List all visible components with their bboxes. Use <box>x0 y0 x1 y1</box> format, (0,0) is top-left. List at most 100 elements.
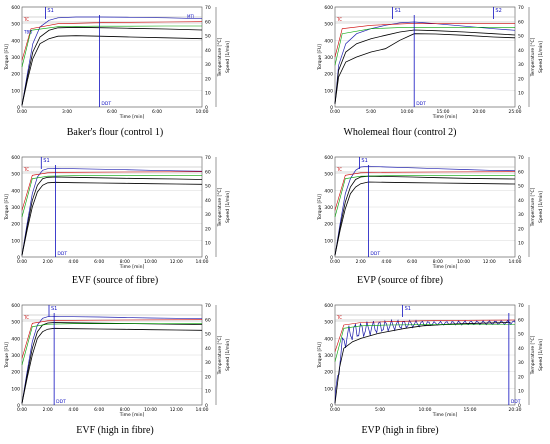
x-tick-label: 6:00 <box>407 259 417 265</box>
y-left-tick-label: 200 <box>324 370 333 376</box>
y-right-tick-label: 70 <box>518 155 524 161</box>
y-left-tick-label: 600 <box>11 303 20 309</box>
series-torque <box>21 176 203 256</box>
x-tick-label: 6:00 <box>94 259 104 265</box>
y-right-temp-label: Temperature [°C] <box>530 37 536 77</box>
series-torque_top <box>334 21 516 104</box>
series-speed <box>334 175 515 218</box>
y-left-tick-label: 300 <box>11 353 20 359</box>
y-left-tick-label: 600 <box>324 5 333 11</box>
x-tick-label: 10:00 <box>401 109 414 115</box>
y-right-tick-label: 40 <box>518 198 524 204</box>
y-right-tick-label: 0 <box>205 105 208 111</box>
y-right-tick-label: 10 <box>205 389 211 395</box>
s1-marker-label: S1 <box>47 8 53 14</box>
y-left-tick-label: 400 <box>11 188 20 194</box>
y-right-temp-label: Temperature [°C] <box>217 187 223 227</box>
series-torque <box>21 322 203 404</box>
y-right-tick-label: 0 <box>518 105 521 111</box>
y-right-tick-label: 50 <box>205 184 211 190</box>
series-speed <box>21 323 202 366</box>
y-left-tick-label: 200 <box>11 222 20 228</box>
x-tick-label: 14:00 <box>509 259 522 265</box>
y-left-tick-label: 500 <box>11 22 20 28</box>
y-left-tick-label: 0 <box>330 403 333 409</box>
x-tick-label: 6:00 <box>152 109 162 115</box>
s2-marker-label: S2 <box>495 8 501 14</box>
x-tick-label: 15:00 <box>464 407 477 413</box>
y-left-tick-label: 500 <box>11 320 20 326</box>
s1-marker-label: S1 <box>405 306 411 312</box>
x-tick-label: 0:00 <box>330 259 340 265</box>
y-left-axis-label: Torque [FU] <box>4 342 10 369</box>
series-temperature <box>21 319 203 359</box>
y-left-axis-label: Torque [FU] <box>317 44 323 71</box>
chart-svg-4: 0 100 200 300 400 500 600 0 10 20 30 40 50 60 70 0:00 2:… <box>317 155 544 270</box>
x-axis-label: Time [min] <box>432 264 458 270</box>
y-right-tick-label: 0 <box>518 255 521 261</box>
series-speed <box>21 175 202 218</box>
x-tick-label: 2:00 <box>43 407 53 413</box>
x-tick-label: 4:00 <box>68 259 78 265</box>
x-tick-label: 14:00 <box>196 259 209 265</box>
chart-panel-3: 0 100 200 300 400 500 600 0 10 20 30 40 50 60 70 0:00 2:… <box>0 148 275 296</box>
series-torque <box>21 26 203 106</box>
y-right-tick-label: 20 <box>205 76 211 82</box>
chart-svg-3: 0 100 200 300 400 500 600 0 10 20 30 40 50 60 70 0:00 2:… <box>4 155 231 270</box>
y-right-tick-label: 50 <box>518 184 524 190</box>
chart-panel-1: 0 100 200 300 400 500 600 0 10 20 30 40 50 60 70 0:00 3:… <box>0 0 275 148</box>
chart-panel-5: 0 100 200 300 400 500 600 0 10 20 30 40 50 60 70 0:00 2:… <box>0 296 275 444</box>
y-left-tick-label: 600 <box>11 5 20 11</box>
ddt-marker-label: DDT <box>511 399 521 405</box>
y-right-tick-label: 60 <box>518 169 524 175</box>
tc-label: TC <box>23 315 29 320</box>
y-right-tick-label: 30 <box>205 212 211 218</box>
x-tick-label: 20:00 <box>473 109 486 115</box>
chart-caption: EVF (high in fibre) <box>76 425 154 436</box>
y-right-tick-label: 30 <box>205 360 211 366</box>
ddt-marker-label: DDT <box>57 251 67 257</box>
y-right-tick-label: 20 <box>518 374 524 380</box>
chart-panel-2: 0 100 200 300 400 500 600 0 10 20 30 40 50 60 70 0:00 5:… <box>275 0 550 148</box>
x-tick-label: 10:00 <box>457 259 470 265</box>
x-tick-label: 8:00 <box>120 259 130 265</box>
y-right-speed-label: Speed [1/min] <box>225 191 231 223</box>
y-left-tick-label: 0 <box>17 105 20 111</box>
series-torque <box>21 35 203 106</box>
y-left-tick-label: 400 <box>324 336 333 342</box>
y-right-tick-label: 50 <box>205 34 211 40</box>
y-right-temp-label: Temperature [°C] <box>530 187 536 227</box>
y-right-tick-label: 60 <box>518 317 524 323</box>
x-axis-label: Time [min] <box>432 412 458 418</box>
s1-marker-label: S1 <box>43 158 49 164</box>
series-speed <box>334 26 515 66</box>
x-axis-label: Time [min] <box>432 114 458 120</box>
x-tick-label: 5:00 <box>375 407 385 413</box>
series-torque_top <box>21 167 203 256</box>
x-tick-label: 12:00 <box>170 407 183 413</box>
y-right-tick-label: 20 <box>518 226 524 232</box>
x-tick-label: 2:00 <box>43 259 53 265</box>
x-tick-label: 4:00 <box>68 407 78 413</box>
tbd-label: TBD <box>23 30 32 35</box>
plot-frame <box>334 156 516 258</box>
series-speed <box>334 324 515 362</box>
x-tick-label: 12:00 <box>170 259 183 265</box>
y-right-tick-label: 50 <box>205 332 211 338</box>
y-right-tick-label: 30 <box>518 212 524 218</box>
y-right-tick-label: 60 <box>518 19 524 25</box>
y-right-tick-label: 70 <box>205 155 211 161</box>
series-torque_noisy <box>334 318 516 404</box>
y-left-tick-label: 300 <box>324 55 333 61</box>
tc-label: TC <box>336 167 342 172</box>
y-right-tick-label: 40 <box>205 48 211 54</box>
y-left-axis-label: Torque [FU] <box>4 44 10 71</box>
y-left-tick-label: 500 <box>11 172 20 178</box>
y-left-tick-label: 100 <box>324 88 333 94</box>
x-tick-label: 10:00 <box>419 407 432 413</box>
x-tick-label: 6:00 <box>94 407 104 413</box>
series-torque <box>334 181 516 256</box>
x-tick-label: 8:00 <box>120 407 130 413</box>
series-torque_top <box>334 165 516 256</box>
y-left-tick-label: 600 <box>324 155 333 161</box>
